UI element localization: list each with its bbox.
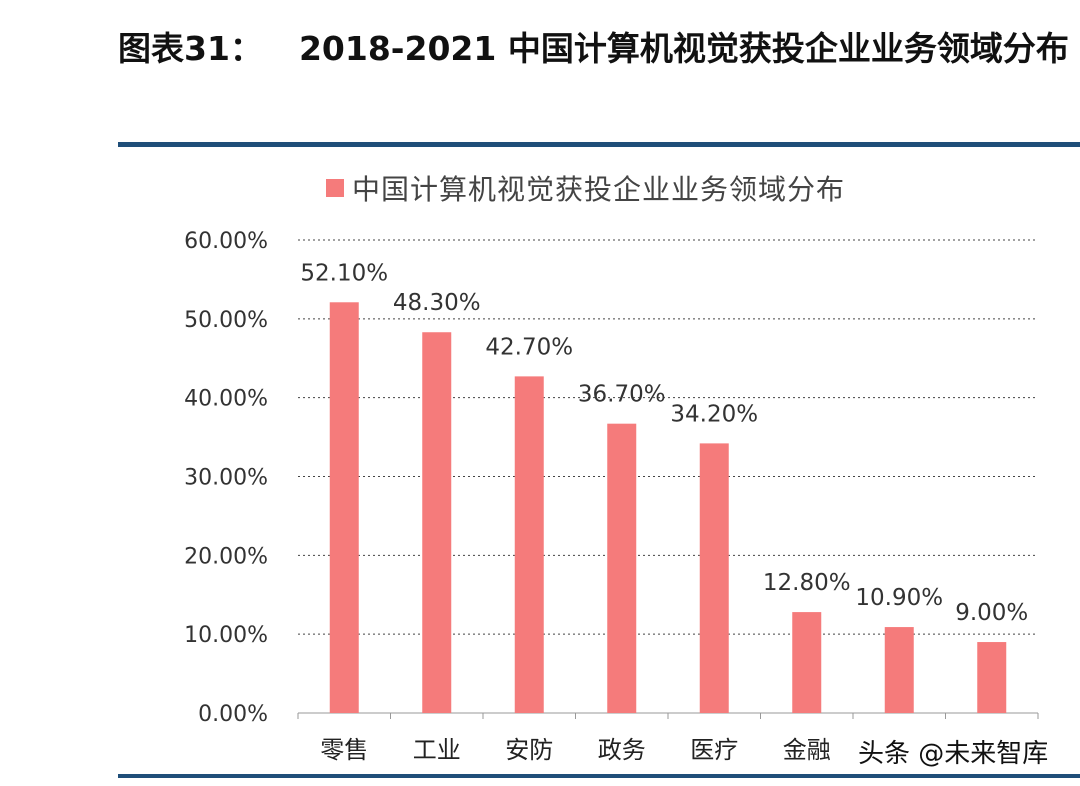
bar <box>514 376 544 713</box>
bar <box>699 443 729 713</box>
data-label: 36.70% <box>578 382 666 408</box>
data-label: 34.20% <box>670 401 758 427</box>
bar <box>329 302 359 713</box>
data-label: 52.10% <box>300 260 388 286</box>
y-tick-label: 20.00% <box>184 544 268 569</box>
top-rule <box>118 142 1080 147</box>
x-tick-label: 金融 <box>783 736 831 764</box>
y-tick-label: 50.00% <box>184 308 268 333</box>
figure-number: 图表31： <box>118 29 263 68</box>
y-tick-label: 30.00% <box>184 466 268 491</box>
x-tick-label: 安防 <box>505 736 553 764</box>
x-tick-label: 医疗 <box>690 736 738 764</box>
legend-swatch <box>326 179 344 197</box>
figure-title-text: 2018-2021 中国计算机视觉获投企业业务领域分布 <box>298 29 1069 68</box>
data-label: 12.80% <box>763 570 851 596</box>
bar <box>422 332 452 713</box>
data-label: 42.70% <box>485 334 573 360</box>
bar <box>884 627 914 713</box>
watermark: 头条 @未来智库 <box>858 733 1049 770</box>
y-tick-label: 60.00% <box>184 229 268 254</box>
y-tick-label: 10.00% <box>184 623 268 648</box>
x-tick-label: 工业 <box>413 736 461 764</box>
bar <box>607 423 637 713</box>
x-tick-label: 政务 <box>598 736 646 764</box>
data-label: 9.00% <box>955 600 1028 626</box>
data-label: 48.30% <box>393 290 481 316</box>
bar <box>792 612 822 713</box>
y-tick-label: 0.00% <box>198 702 268 727</box>
y-tick-label: 40.00% <box>184 387 268 412</box>
bottom-rule <box>118 774 1080 778</box>
chart-legend: 中国计算机视觉获投企业业务领域分布 <box>326 170 845 206</box>
legend-label: 中国计算机视觉获投企业业务领域分布 <box>352 173 846 206</box>
bar <box>977 642 1007 713</box>
figure-title: 图表31： 2018-2021 中国计算机视觉获投企业业务领域分布 <box>118 22 1069 70</box>
data-label: 10.90% <box>855 585 943 611</box>
x-tick-label: 零售 <box>320 736 368 764</box>
